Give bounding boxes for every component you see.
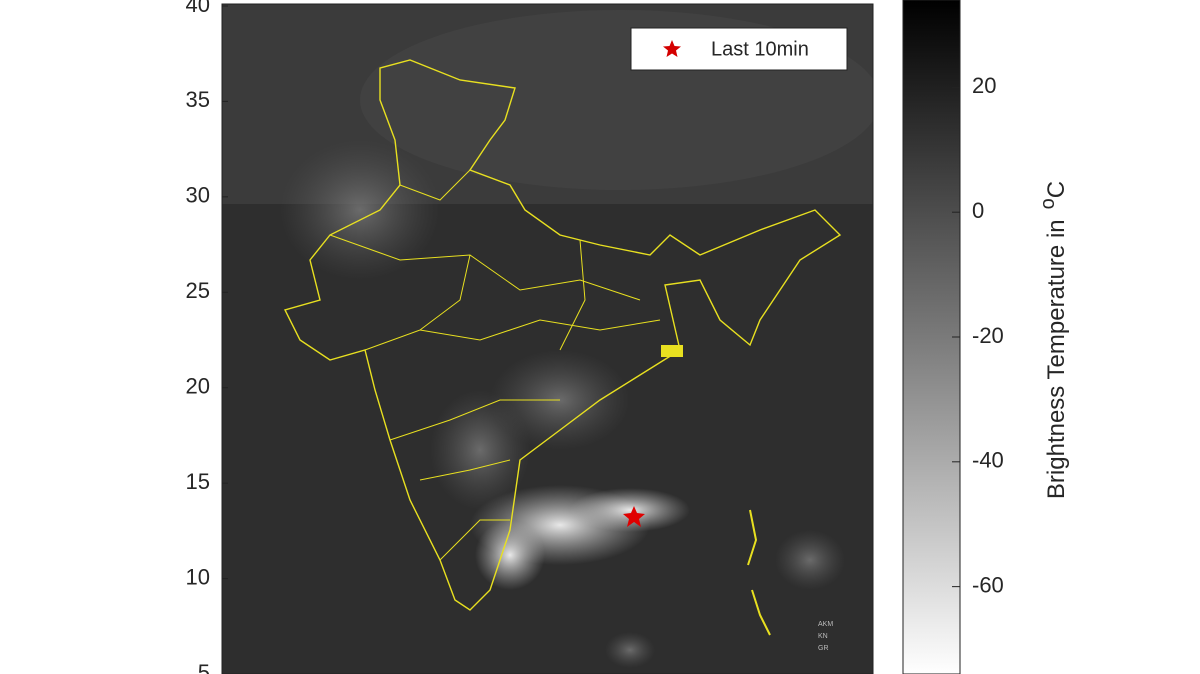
colorbar-unit-sup: o	[1037, 198, 1059, 209]
delta	[661, 345, 683, 357]
credit: KN	[818, 633, 828, 640]
y-tick-label: 40	[186, 0, 210, 17]
legend: Last 10min	[630, 27, 848, 71]
islands	[747, 509, 771, 636]
colorbar	[902, 0, 961, 674]
legend-label: Last 10min	[711, 38, 809, 60]
colorbar-tick-label: 20	[972, 73, 996, 98]
state-borders	[329, 169, 661, 561]
satellite-image	[222, 4, 873, 674]
y-tick-label: 30	[186, 183, 210, 208]
lightning-marker	[623, 506, 645, 527]
colorbar-unit: C	[1043, 181, 1070, 198]
colorbar-tick-label: -20	[972, 323, 1004, 348]
colorbar-tick-label: -60	[972, 572, 1004, 597]
credit: GR	[818, 645, 829, 652]
y-tick-label: 35	[186, 87, 210, 112]
map-frame	[221, 3, 874, 674]
credits: AKM KN GR	[818, 621, 833, 652]
legend-marker	[663, 40, 681, 57]
credit: AKM	[818, 621, 833, 628]
y-tick-label: 25	[186, 278, 210, 303]
y-tick-label: 15	[186, 469, 210, 494]
colorbar-tick-label: 0	[972, 198, 984, 223]
y-tick-label: 10	[186, 564, 210, 589]
y-tick-label: 20	[186, 374, 210, 399]
colorbar-label: Brightness Temperature in	[1043, 219, 1070, 499]
colorbar-title: Brightness Temperature in oC	[1037, 181, 1070, 499]
colorbar-tick-label: -40	[972, 448, 1004, 473]
y-tick-label: 5	[198, 660, 210, 674]
